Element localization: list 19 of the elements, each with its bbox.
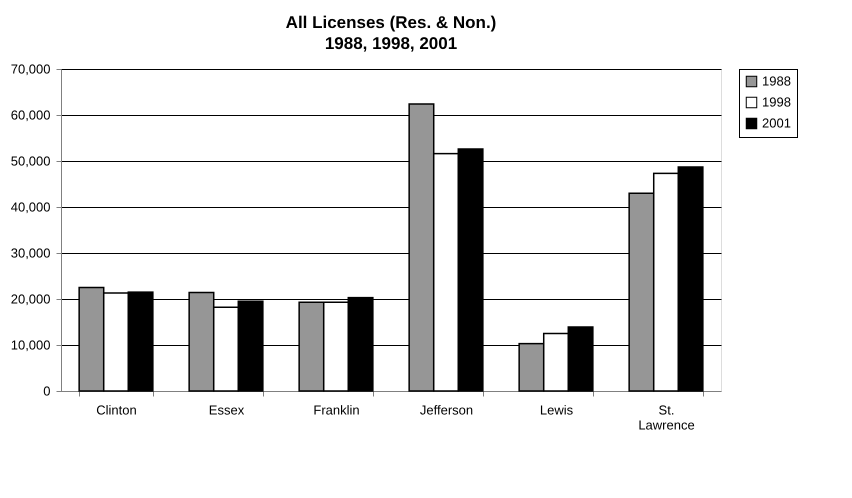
x-tick-label: Lewis [540,402,574,418]
legend-label: 2001 [762,116,791,130]
x-tick-label: Essex [208,402,245,418]
y-tick-label: 70,000 [10,62,50,76]
legend-label: 1998 [762,94,791,110]
chart-subtitle: 1988, 1998, 2001 [324,34,458,53]
y-tick-label: 10,000 [10,338,50,352]
y-tick-label: 40,000 [10,200,50,214]
x-tick-label: Franklin [313,402,360,418]
y-tick-label: 0 [43,384,50,398]
x-tick-label: Clinton [96,402,137,418]
chart-title: All Licenses (Res. & Non.) [286,13,496,32]
y-tick-label: 20,000 [10,292,50,306]
y-tick-label: 60,000 [10,108,50,122]
y-tick-label: 30,000 [10,246,50,260]
x-tick-label: St. Lawrence [638,402,695,432]
legend-label: 1988 [762,74,791,88]
y-tick-label: 50,000 [10,154,50,168]
x-tick-label: Jefferson [420,402,474,418]
